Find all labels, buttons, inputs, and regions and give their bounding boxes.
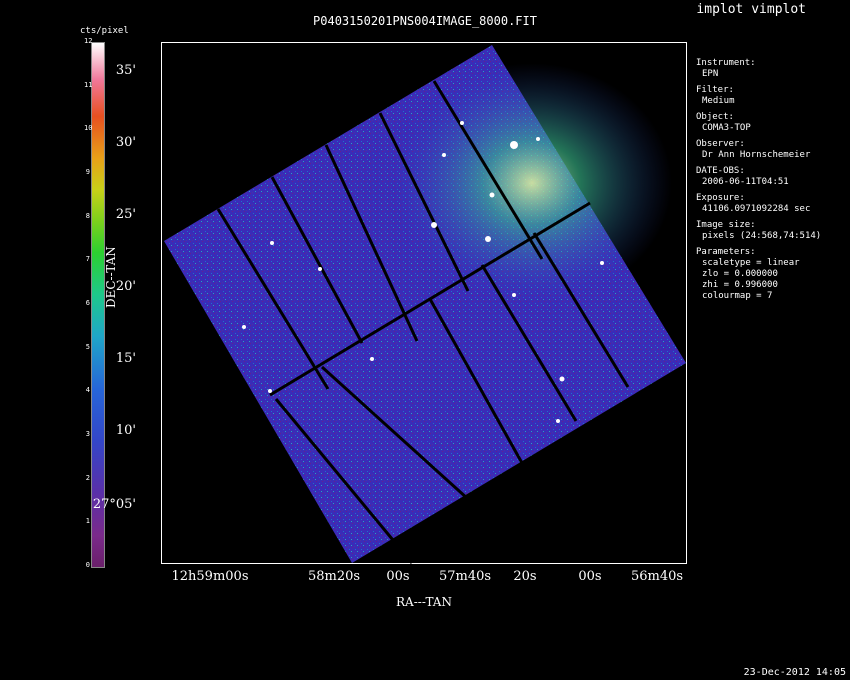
info-block: Image size: pixels (24:568,74:514): [696, 220, 821, 242]
colorbar-tick-label: 2: [85, 473, 90, 482]
y-tick-label: 27°05': [92, 497, 136, 512]
info-label: Filter:: [696, 85, 734, 95]
info-label: Image size:: [696, 220, 756, 230]
parameter-line: zlo = 0.000000: [702, 269, 778, 279]
info-block: Exposure: 41106.0971092284 sec: [696, 193, 821, 215]
y-tick-label: 15': [115, 351, 136, 366]
colorbar: [91, 42, 105, 568]
parameters-block: Parameters: scaletype = linear zlo = 0.00…: [696, 247, 821, 302]
info-block: Object: COMA3-TOP: [696, 112, 821, 134]
info-value: 2006-06-11T04:51: [702, 177, 789, 187]
info-label: Instrument:: [696, 58, 756, 68]
info-label: DATE-OBS:: [696, 166, 745, 176]
x-tick-label: 58m20s: [307, 569, 361, 584]
x-tick-label: 57m40s: [438, 569, 492, 584]
y-tick-label: 25': [115, 207, 136, 222]
colorbar-tick-label: 1: [85, 517, 90, 526]
colorbar-tick-label: 3: [85, 430, 90, 438]
x-tick-label: 00s: [578, 569, 602, 584]
info-block: DATE-OBS: 2006-06-11T04:51: [696, 166, 821, 188]
y-axis-label: DEC--TAN: [104, 246, 118, 308]
info-value: pixels (24:568,74:514): [702, 231, 822, 241]
info-value: 41106.0971092284 sec: [702, 204, 811, 214]
plot-frame: [161, 42, 687, 564]
colorbar-tick-label: 5: [85, 342, 90, 351]
image-title: P0403150201PNS004IMAGE_8000.FIT: [313, 14, 537, 28]
colorbar-tick-label: 9: [85, 168, 90, 176]
colorbar-tick-label: 0: [85, 561, 90, 569]
app-title: implot vimplot: [696, 2, 806, 17]
x-axis-label: RA---TAN: [396, 595, 452, 609]
info-label: Exposure:: [696, 193, 745, 203]
info-label: Observer:: [696, 139, 745, 149]
info-value: Medium: [702, 96, 735, 106]
colorbar-tick-label: 12: [84, 37, 93, 45]
info-label: Object:: [696, 112, 734, 122]
info-block: Filter: Medium: [696, 85, 821, 107]
colorbar-unit-label: cts/pixel: [80, 26, 129, 36]
x-tick-label: 12h59m00s: [171, 569, 249, 584]
parameter-line: scaletype = linear: [702, 258, 800, 268]
info-value: Dr Ann Hornschemeier: [702, 150, 811, 160]
colorbar-tick-label: 11: [84, 80, 93, 89]
colorbar-tick-label: 10: [84, 124, 93, 133]
info-value: EPN: [702, 69, 719, 79]
y-tick-label: 30': [115, 135, 136, 150]
x-tick-label: 00s: [386, 569, 410, 584]
footer-date: 23-Dec-2012 14:05: [743, 667, 846, 678]
image-canvas: [164, 45, 686, 564]
colorbar-tick-label: 4: [85, 386, 90, 395]
parameter-line: colourmap = 7: [702, 291, 773, 301]
x-tick-label: 20s: [513, 569, 537, 584]
info-panel: Instrument: EPN Filter: Medium Object: COMA3-…: [696, 58, 821, 307]
y-tick-label: 10': [115, 423, 136, 438]
ccd-mosaic: [164, 45, 686, 564]
y-tick-label: 35': [115, 63, 136, 78]
colorbar-tick-label: 8: [85, 211, 90, 220]
info-value: COMA3-TOP: [702, 123, 751, 133]
y-tick-label: 20': [115, 279, 136, 294]
parameter-line: zhi = 0.996000: [702, 280, 778, 290]
x-tick-label: 56m40s: [630, 569, 684, 584]
info-block: Observer: Dr Ann Hornschemeier: [696, 139, 821, 161]
colorbar-tick-label: 7: [85, 255, 90, 264]
colorbar-tick-label: 6: [85, 299, 90, 307]
parameters-label: Parameters:: [696, 247, 756, 257]
info-block: Instrument: EPN: [696, 58, 821, 80]
